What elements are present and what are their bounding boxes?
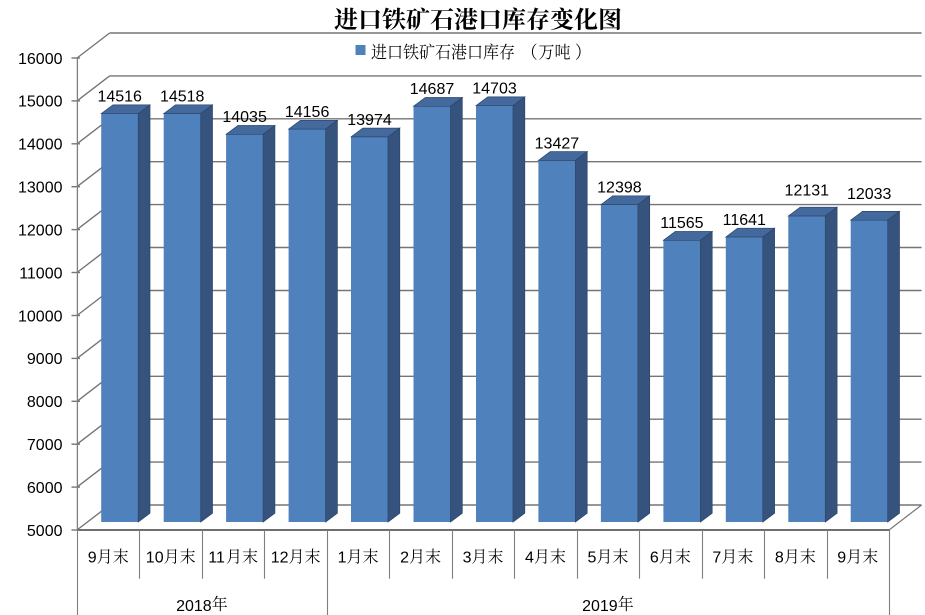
svg-text:11565: 11565 [660,215,703,232]
svg-text:12: 12 [271,550,289,567]
svg-text:16000: 16000 [18,51,63,68]
svg-text:14518: 14518 [160,89,205,106]
svg-text:11641: 11641 [723,212,766,229]
svg-text:2018: 2018 [176,598,212,615]
svg-text:2019: 2019 [582,598,618,615]
svg-text:14000: 14000 [18,137,63,154]
svg-text:14516: 14516 [97,89,142,106]
svg-text:8000: 8000 [27,394,63,411]
svg-text:3: 3 [463,550,472,567]
svg-text:2: 2 [400,550,409,567]
svg-text:14156: 14156 [285,104,330,121]
svg-text:8: 8 [775,550,784,567]
svg-text:12398: 12398 [597,180,642,197]
svg-text:13000: 13000 [18,180,63,197]
svg-text:13974: 13974 [347,112,392,129]
svg-text:11: 11 [208,550,225,567]
svg-text:7000: 7000 [27,437,63,454]
svg-text:1: 1 [338,550,347,567]
svg-text:11000: 11000 [19,265,62,282]
svg-text:9: 9 [88,550,97,567]
svg-text:10: 10 [146,550,164,567]
svg-text:6000: 6000 [27,480,63,497]
svg-text:14687: 14687 [410,81,455,98]
svg-text:15000: 15000 [18,94,63,111]
svg-text:9: 9 [837,550,846,567]
svg-text:4: 4 [525,550,534,567]
svg-text:14035: 14035 [222,109,267,126]
svg-text:10000: 10000 [18,308,63,325]
svg-text:13427: 13427 [535,135,580,152]
svg-text:14703: 14703 [472,81,517,98]
svg-text:12033: 12033 [847,186,892,203]
svg-text:7: 7 [712,550,721,567]
svg-text:5: 5 [588,550,597,567]
svg-text:12131: 12131 [785,183,830,200]
svg-text:9000: 9000 [27,351,63,368]
svg-text:6: 6 [650,550,659,567]
svg-text:5000: 5000 [27,523,63,540]
svg-text:12000: 12000 [18,222,63,239]
